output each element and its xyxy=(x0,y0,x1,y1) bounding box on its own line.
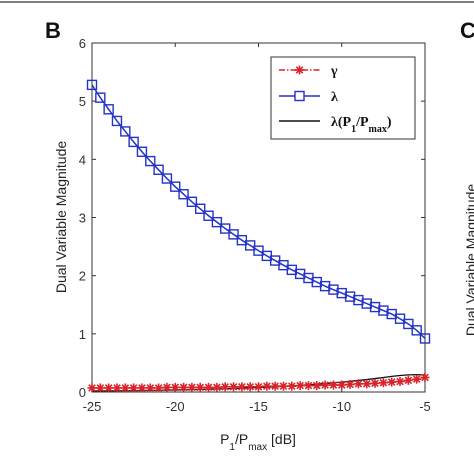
lambda-point xyxy=(211,216,223,228)
gamma-point xyxy=(220,382,230,392)
x-tick-label: -10 xyxy=(332,399,351,414)
x-tick-label: -25 xyxy=(83,399,102,414)
lambda-point xyxy=(228,229,239,240)
lambda-point xyxy=(128,136,139,148)
lambda-point xyxy=(95,92,106,103)
gamma-point xyxy=(320,380,330,390)
legend-label-gamma: γ xyxy=(330,64,338,79)
gamma-point xyxy=(187,382,197,392)
gamma-point xyxy=(278,381,288,391)
gamma-point xyxy=(112,383,122,393)
gamma-point xyxy=(412,374,422,384)
lambda-line xyxy=(91,84,426,340)
gamma-point xyxy=(154,383,164,393)
gamma-point xyxy=(328,380,338,390)
gamma-point xyxy=(395,377,405,387)
gamma-point xyxy=(270,381,280,391)
gamma-point xyxy=(129,383,139,393)
gamma-point xyxy=(312,381,322,391)
gamma-point xyxy=(353,379,363,389)
legend-marker-gamma xyxy=(295,65,304,75)
lambda-point xyxy=(203,210,214,221)
gamma-point xyxy=(104,383,114,393)
lambda-point xyxy=(186,196,198,207)
gamma-point xyxy=(362,379,372,389)
lambda-point xyxy=(236,234,248,246)
gamma-point xyxy=(262,381,272,391)
gamma-point xyxy=(345,379,355,389)
gamma-point xyxy=(162,382,172,392)
lambda-point xyxy=(136,146,148,157)
lambda-point xyxy=(153,164,164,176)
lambda-point xyxy=(195,203,206,214)
lambda-point xyxy=(86,79,98,91)
x-tick-label: -20 xyxy=(166,399,185,414)
y-tick-label: 1 xyxy=(79,327,86,342)
lambda-point xyxy=(403,318,414,330)
gamma-point xyxy=(287,381,297,391)
legend: γ λ λ(P1/Pmax) xyxy=(270,56,416,140)
gamma-point xyxy=(420,372,430,382)
gamma-point xyxy=(170,382,180,392)
y-tick-label: 0 xyxy=(79,385,86,400)
legend-entry-gamma: γ xyxy=(279,64,338,79)
gamma-point xyxy=(337,380,347,390)
gamma-point xyxy=(195,382,205,392)
x-tick-label: -5 xyxy=(419,399,431,414)
gamma-point xyxy=(387,377,397,387)
gamma-point xyxy=(403,375,413,385)
panel-label-c: C xyxy=(460,18,474,43)
gamma-point xyxy=(245,382,255,392)
lambda-point xyxy=(244,240,256,251)
right-panel-ylabel: Dual Variable Magnitude xyxy=(463,184,474,336)
lambda-point xyxy=(419,333,431,344)
gamma-point xyxy=(378,378,388,388)
legend-label-lambda: λ xyxy=(331,90,338,105)
panel-label-b: B xyxy=(45,18,61,43)
lambda-point xyxy=(253,245,264,256)
gamma-point xyxy=(179,382,189,392)
lambda-point xyxy=(411,325,422,336)
lambda-point xyxy=(103,104,114,115)
lambda-point xyxy=(219,223,231,234)
series-layer xyxy=(86,79,431,393)
gamma-point xyxy=(295,381,305,391)
y-tick-label: 2 xyxy=(79,269,86,284)
series-gamma xyxy=(87,372,430,393)
x-axis-label: P1/Pmax [dB] xyxy=(220,431,296,453)
series-lambda xyxy=(86,79,431,344)
gamma-point xyxy=(145,383,155,393)
gamma-point xyxy=(95,383,105,393)
lambda-point xyxy=(145,155,156,167)
x-ticks: -25 -20 -15 -10 -5 xyxy=(83,43,431,414)
y-tick-label: 5 xyxy=(79,94,86,109)
lambda-point xyxy=(161,173,173,184)
gamma-point xyxy=(254,382,263,392)
lambda-point xyxy=(170,181,181,192)
gamma-point xyxy=(137,383,147,393)
gamma-point xyxy=(120,383,130,393)
x-tick-label: -15 xyxy=(249,399,268,414)
gamma-point xyxy=(370,378,380,388)
y-tick-label: 4 xyxy=(79,152,86,167)
legend-label-lambda-ratio: λ(P1/Pmax) xyxy=(331,115,392,135)
legend-entry-lambda: λ xyxy=(279,90,338,105)
gamma-point xyxy=(229,382,239,392)
legend-marker-lambda xyxy=(294,90,305,102)
gamma-point xyxy=(303,381,313,391)
gamma-point xyxy=(237,382,247,392)
y-tick-label: 6 xyxy=(79,36,86,51)
gamma-point xyxy=(87,383,97,393)
lambda-point xyxy=(178,189,189,200)
legend-entry-lambda-ratio: λ(P1/Pmax) xyxy=(279,115,392,135)
y-axis-label: Dual Variable Magnitude xyxy=(53,141,69,293)
lambda-point xyxy=(394,313,406,324)
lambda-point xyxy=(120,126,131,137)
gamma-point xyxy=(204,382,214,392)
lambda-point xyxy=(111,115,123,127)
y-tick-label: 3 xyxy=(79,211,86,226)
y-ticks: 0 1 2 3 4 5 6 xyxy=(79,36,425,400)
gamma-point xyxy=(212,382,222,392)
